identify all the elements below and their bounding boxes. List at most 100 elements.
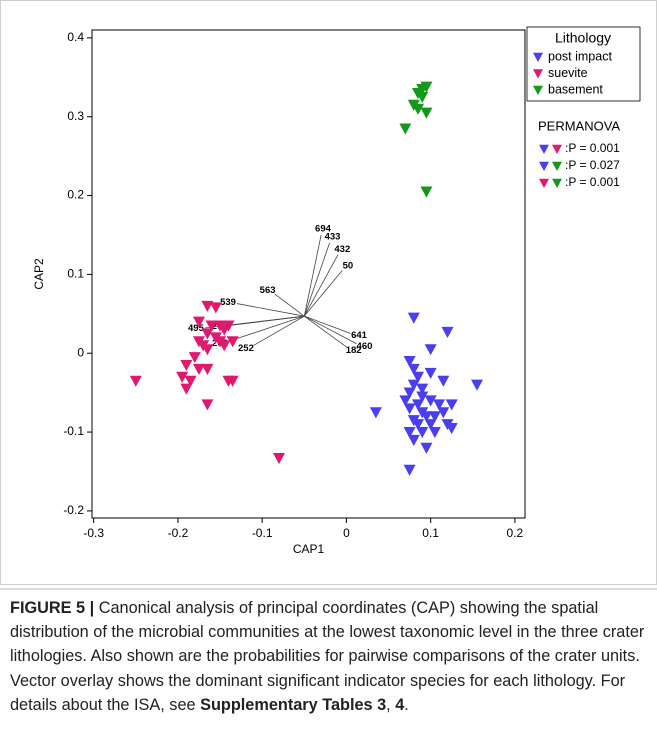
- point: [412, 419, 425, 431]
- point: [201, 344, 214, 356]
- caption: FIGURE 5 | Canonical analysis of princip…: [10, 596, 646, 717]
- x-tick-label: -0.2: [168, 526, 189, 540]
- point: [403, 403, 416, 415]
- vector: [303, 254, 339, 317]
- y-tick-label: -0.2: [63, 503, 84, 517]
- point: [226, 375, 239, 387]
- point: [420, 107, 433, 119]
- point: [407, 312, 420, 324]
- vector-label: 641: [351, 330, 368, 341]
- vector: [236, 303, 305, 317]
- vector-label: 539: [220, 297, 236, 308]
- vector-label: 432: [334, 244, 350, 255]
- y-tick-label: 0.2: [67, 188, 84, 202]
- permanova-marker: [552, 144, 562, 154]
- point: [424, 367, 437, 379]
- point: [416, 383, 429, 395]
- point: [412, 399, 425, 411]
- permanova-label: :P = 0.001: [565, 175, 620, 189]
- vector-label: 50: [343, 260, 354, 271]
- caption-text: 4: [395, 695, 405, 714]
- point: [188, 352, 201, 364]
- point: [407, 363, 420, 375]
- point: [176, 371, 189, 383]
- point: [201, 300, 214, 312]
- point: [420, 411, 433, 423]
- point: [184, 375, 197, 387]
- point: [407, 434, 420, 446]
- caption-text: FIGURE 5 |: [10, 599, 95, 617]
- point: [445, 423, 458, 435]
- vector-label: 694: [315, 224, 332, 235]
- y-tick-label: 0.1: [67, 267, 84, 281]
- point: [222, 320, 235, 332]
- point: [192, 363, 205, 375]
- legend-label: suevite: [548, 66, 588, 80]
- point: [407, 379, 420, 391]
- point: [226, 336, 239, 348]
- figure: -0.3 -0.2 -0.1 0 0.1 0.2 -0.2 -0.1 0 0.1 0.2 0.3 0.4…: [0, 0, 657, 590]
- point: [403, 387, 416, 399]
- point: [424, 395, 437, 407]
- point: [403, 356, 416, 368]
- plot-area: [91, 29, 526, 519]
- point: [420, 81, 433, 93]
- y-axis-label: CAP2: [32, 258, 46, 290]
- point: [437, 375, 450, 387]
- vector-label: 252: [238, 343, 254, 354]
- permanova-marker: [539, 178, 549, 188]
- point: [180, 383, 193, 395]
- permanova-label: :P = 0.001: [565, 141, 620, 155]
- permanova-marker: [552, 178, 562, 188]
- point: [201, 328, 214, 340]
- vector: [274, 293, 305, 317]
- vector: [303, 242, 330, 317]
- vector: [304, 315, 347, 348]
- legend-box: [526, 26, 641, 102]
- point: [416, 391, 429, 403]
- point: [403, 426, 416, 439]
- x-tick-label: 0.1: [422, 526, 439, 540]
- vector: [303, 234, 322, 317]
- point: [180, 359, 193, 372]
- vector-label: 460: [357, 341, 373, 352]
- legend-title: Lithology: [555, 30, 611, 46]
- point: [412, 103, 425, 115]
- vector: [304, 315, 351, 334]
- point: [441, 326, 454, 338]
- caption-text: ,: [386, 695, 396, 714]
- point: [218, 340, 231, 352]
- y-tick-label: 0.4: [67, 30, 84, 44]
- point: [424, 344, 437, 356]
- legend-label: post impact: [548, 49, 612, 63]
- point: [445, 399, 458, 411]
- permanova-label: :P = 0.027: [565, 158, 620, 172]
- vector-label: 182: [346, 345, 362, 356]
- y-tick-label: 0: [77, 345, 84, 359]
- vector: [253, 315, 305, 346]
- point: [437, 407, 450, 419]
- permanova-title: PERMANOVA: [538, 118, 620, 133]
- point: [129, 375, 142, 387]
- x-tick-label: -0.1: [252, 526, 273, 540]
- x-tick-label: 0.2: [507, 526, 524, 540]
- x-tick-label: 0: [343, 526, 350, 540]
- point: [201, 399, 214, 411]
- y-tick-label: -0.1: [63, 424, 84, 438]
- point: [192, 316, 205, 328]
- vector-label: 495: [188, 323, 205, 334]
- vector-label: 433: [325, 232, 341, 243]
- point: [433, 399, 446, 411]
- permanova-marker: [539, 144, 549, 154]
- x-axis-label: CAP1: [293, 542, 325, 556]
- point: [420, 442, 433, 454]
- legend-marker: [533, 85, 543, 95]
- point: [424, 419, 437, 431]
- point: [416, 426, 429, 439]
- vector-label: 563: [260, 285, 276, 296]
- point: [412, 371, 425, 383]
- point: [399, 123, 412, 135]
- legend-marker: [533, 52, 543, 62]
- point: [369, 407, 382, 419]
